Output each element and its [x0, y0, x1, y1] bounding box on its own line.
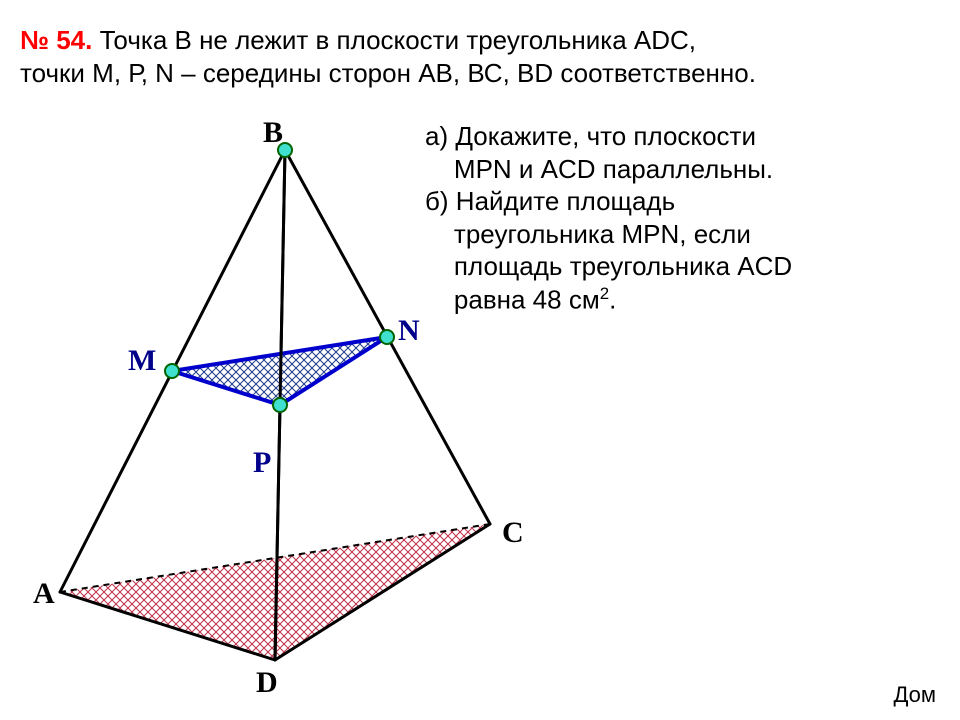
- vertex-label-P: P: [253, 446, 271, 479]
- vertex-label-D: D: [256, 666, 278, 699]
- diagram-svg: А В С D M N P: [0, 0, 960, 720]
- vertex-dot-P: [273, 398, 287, 412]
- vertex-label-C: С: [502, 516, 524, 549]
- vertex-label-M: M: [128, 344, 156, 377]
- vertex-dot-N: [380, 330, 394, 344]
- vertex-label-N: N: [398, 314, 420, 347]
- vertex-label-A: А: [33, 577, 55, 610]
- slide-root: { "problem": { "number_label": "№ 54.", …: [0, 0, 960, 720]
- vertex-label-B: В: [263, 116, 283, 149]
- vertex-dot-M: [165, 364, 179, 378]
